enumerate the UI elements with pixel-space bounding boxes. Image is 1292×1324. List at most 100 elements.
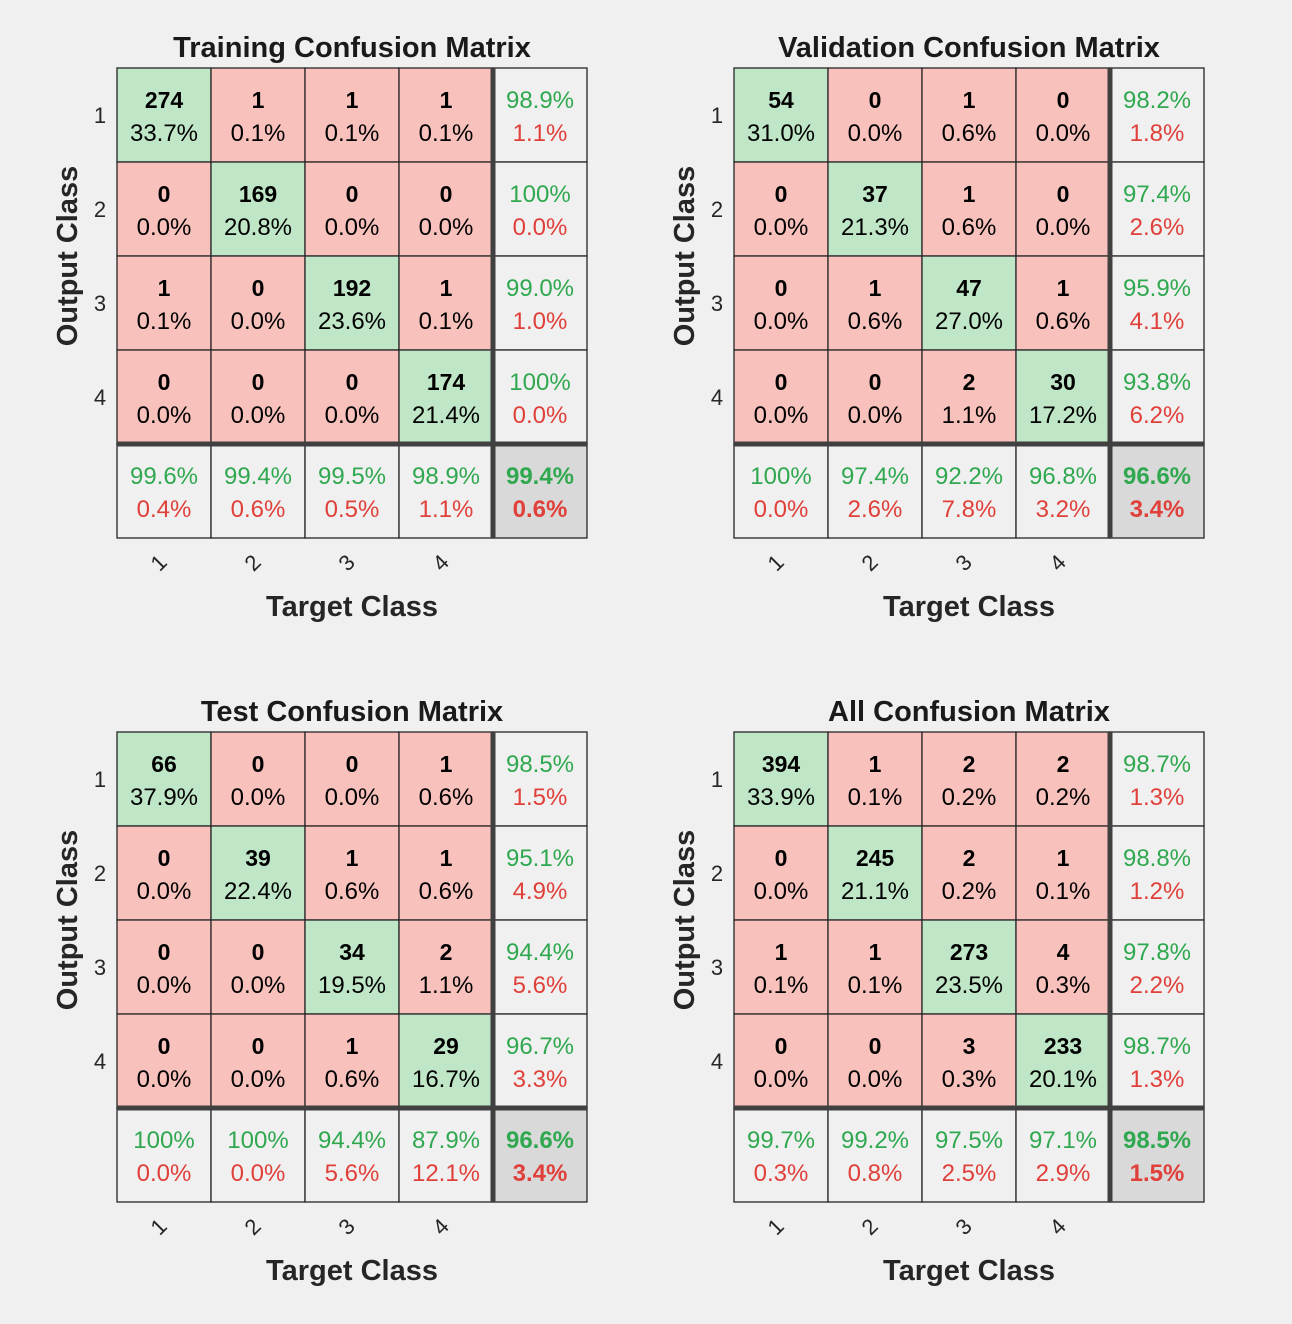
- column-error: 0.0%: [754, 496, 809, 523]
- x-axis-label: Target Class: [266, 1255, 438, 1287]
- cell-percent: 0.6%: [848, 308, 903, 335]
- error-cell: [921, 825, 1017, 921]
- cell-count: 34: [339, 939, 365, 965]
- row-precision: 98.2%: [1123, 87, 1191, 114]
- row-summary-cell: [1109, 919, 1205, 1015]
- column-summary-cell: [733, 1107, 829, 1203]
- error-cell: [116, 919, 212, 1015]
- x-tick-label: 2: [857, 550, 883, 576]
- cell-percent: 0.0%: [137, 1066, 192, 1093]
- confusion-matrix-panel: All Confusion Matrix39433.9%10.1%20.2%20…: [669, 696, 1205, 1287]
- column-error: 2.9%: [1036, 1160, 1091, 1187]
- correct-cell: [827, 161, 923, 257]
- correct-cell: [304, 919, 400, 1015]
- cell-percent: 0.6%: [419, 784, 474, 811]
- error-cell: [398, 731, 494, 827]
- row-error: 2.2%: [1130, 972, 1185, 999]
- cell-count: 0: [440, 181, 453, 207]
- cell-count: 2: [963, 845, 976, 871]
- cell-count: 2: [1057, 751, 1070, 777]
- overall-error: 3.4%: [1130, 496, 1185, 523]
- cell-count: 0: [158, 1033, 171, 1059]
- column-error: 0.8%: [848, 1160, 903, 1187]
- column-recall: 99.6%: [130, 463, 198, 490]
- column-recall: 99.4%: [224, 463, 292, 490]
- cell-percent: 0.2%: [1036, 784, 1091, 811]
- chart-title: Test Confusion Matrix: [201, 696, 503, 728]
- column-summary-cell: [827, 1107, 923, 1203]
- cell-count: 0: [158, 939, 171, 965]
- cell-count: 0: [775, 369, 788, 395]
- column-recall: 94.4%: [318, 1127, 386, 1154]
- cell-count: 174: [427, 369, 466, 395]
- y-tick-label: 2: [94, 861, 106, 886]
- row-summary-cell: [492, 919, 588, 1015]
- column-error: 0.5%: [325, 496, 380, 523]
- row-summary-cell: [492, 161, 588, 257]
- cell-percent: 0.0%: [137, 402, 192, 429]
- cell-percent: 37.9%: [130, 784, 198, 811]
- x-tick-label: 3: [951, 1214, 977, 1240]
- cell-count: 0: [158, 845, 171, 871]
- error-cell: [921, 731, 1017, 827]
- column-recall: 100%: [133, 1127, 194, 1154]
- cell-percent: 16.7%: [412, 1066, 480, 1093]
- cell-percent: 0.1%: [848, 784, 903, 811]
- cell-percent: 0.0%: [231, 784, 286, 811]
- cell-percent: 31.0%: [747, 120, 815, 147]
- overall-error: 0.6%: [513, 496, 568, 523]
- error-cell: [827, 731, 923, 827]
- column-error: 0.0%: [137, 1160, 192, 1187]
- cell-count: 0: [252, 1033, 265, 1059]
- overall-error: 3.4%: [513, 1160, 568, 1187]
- cell-count: 2: [440, 939, 453, 965]
- cell-count: 0: [158, 369, 171, 395]
- row-precision: 95.9%: [1123, 275, 1191, 302]
- cell-percent: 0.0%: [848, 120, 903, 147]
- overall-accuracy: 99.4%: [506, 463, 574, 490]
- overall-accuracy-cell: [492, 1107, 588, 1203]
- confusion-matrix-panel: Training Confusion Matrix27433.7%10.1%10…: [52, 32, 588, 623]
- cell-count: 1: [252, 87, 265, 113]
- cell-count: 192: [333, 275, 371, 301]
- cell-percent: 0.0%: [1036, 214, 1091, 241]
- error-cell: [827, 919, 923, 1015]
- cell-count: 0: [252, 369, 265, 395]
- row-error: 0.0%: [513, 402, 568, 429]
- row-error: 0.0%: [513, 214, 568, 241]
- column-recall: 99.5%: [318, 463, 386, 490]
- column-summary-cell: [304, 443, 400, 539]
- error-cell: [921, 161, 1017, 257]
- row-summary-cell: [1109, 67, 1205, 163]
- error-cell: [827, 255, 923, 351]
- cell-count: 2: [963, 369, 976, 395]
- column-summary-cell: [116, 443, 212, 539]
- error-cell: [304, 731, 400, 827]
- cell-count: 1: [869, 939, 882, 965]
- cell-count: 0: [158, 181, 171, 207]
- confusion-matrix-panel: Validation Confusion Matrix 54 31.0% 0 0.0% 1…: [669, 32, 1205, 623]
- cell-count: 4: [1057, 939, 1070, 965]
- cell-count: 3: [963, 1033, 976, 1059]
- row-precision: 97.8%: [1123, 939, 1191, 966]
- cell-percent: 0.0%: [231, 308, 286, 335]
- chart-title: All Confusion Matrix: [828, 696, 1110, 728]
- cell-count: 1: [440, 751, 453, 777]
- cell-percent: 0.1%: [848, 972, 903, 999]
- cell-count: 0: [775, 181, 788, 207]
- error-cell: [921, 349, 1017, 445]
- column-error: 2.6%: [848, 496, 903, 523]
- cell-count: 0: [869, 1033, 882, 1059]
- cell-percent: 0.6%: [1036, 308, 1091, 335]
- row-precision: 96.7%: [506, 1033, 574, 1060]
- cell-count: 0: [252, 939, 265, 965]
- error-cell: [398, 161, 494, 257]
- cell-percent: 20.8%: [224, 214, 292, 241]
- cell-percent: 0.0%: [754, 878, 809, 905]
- overall-error: 1.5%: [1130, 1160, 1185, 1187]
- error-cell: [398, 825, 494, 921]
- y-tick-label: 2: [711, 861, 723, 886]
- y-tick-label: 1: [94, 767, 106, 792]
- cell-percent: 23.5%: [935, 972, 1003, 999]
